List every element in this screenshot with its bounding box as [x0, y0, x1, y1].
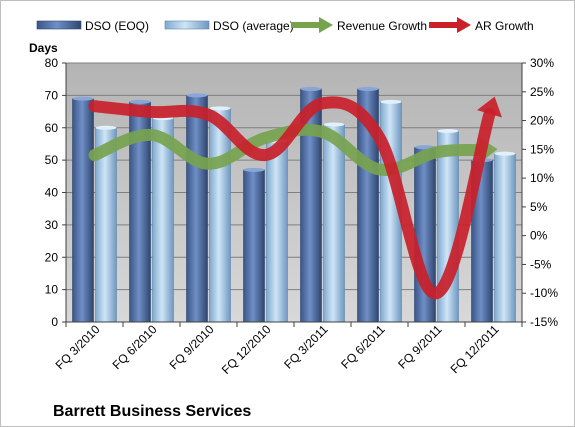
legend-arrowhead-revenue-growth: [319, 17, 333, 33]
x-tick-label: FQ 6/2010: [110, 322, 160, 372]
bar-cap: [300, 86, 322, 91]
bar-cap: [243, 167, 265, 172]
y2-tick-label: 25%: [530, 85, 554, 99]
bar-cap: [209, 106, 231, 111]
y2-tick-label: 0%: [530, 229, 548, 243]
y-tick-label: 30: [45, 218, 59, 232]
legend-label-dso-average: DSO (average): [213, 19, 294, 33]
bar-cap: [437, 128, 459, 133]
y2-tick-label: -15%: [530, 315, 558, 329]
legend-item-ar-growth: AR Growth: [429, 17, 534, 33]
x-tick-label: FQ 6/2011: [338, 322, 388, 372]
legend-label-revenue-growth: Revenue Growth: [337, 19, 427, 33]
bar-cap: [357, 86, 379, 91]
y-tick-label: 80: [45, 56, 59, 70]
x-tick-label: FQ 9/2011: [395, 322, 445, 372]
x-axis-ticks: FQ 3/2010 FQ 6/2010 FQ 9/2010 FQ 12/2010 FQ …: [53, 322, 523, 377]
bar-dso-eoq: [186, 95, 208, 323]
y-tick-label: 10: [45, 283, 59, 297]
bar-cap: [494, 151, 516, 156]
y-tick-label: 0: [51, 315, 58, 329]
x-tick-label: FQ 3/2010: [53, 322, 103, 372]
y2-tick-label: 15%: [530, 142, 554, 156]
bar-dso-average: [209, 108, 231, 323]
y2-tick-label: 30%: [530, 56, 554, 70]
y-tick-label: 50: [45, 153, 59, 167]
y-axis-title: Days: [29, 41, 58, 55]
y-tick-label: 40: [45, 186, 59, 200]
y2-tick-label: 5%: [530, 200, 548, 214]
y-tick-label: 20: [45, 250, 59, 264]
bar-dso-average: [323, 124, 345, 323]
x-tick-label: FQ 9/2010: [167, 322, 217, 372]
y2-tick-label: 10%: [530, 171, 554, 185]
legend-swatch-dso-eoq: [36, 20, 82, 30]
legend-arrowhead-ar-growth: [457, 17, 471, 33]
x-tick-label: FQ 12/2011: [448, 322, 502, 376]
y2-tick-label: -10%: [530, 286, 558, 300]
y-axis-left-ticks: 0 10 20 30 40 50 60 70 80: [45, 56, 66, 329]
bar-cap: [129, 99, 151, 104]
chart-title: Barrett Business Services: [53, 403, 251, 420]
bar-dso-average: [494, 153, 516, 323]
legend-item-dso-eoq: DSO (EOQ): [36, 19, 149, 33]
bar-dso-eoq: [243, 169, 265, 323]
y2-tick-label: 20%: [530, 114, 554, 128]
y2-tick-label: -5%: [530, 257, 552, 271]
y-tick-label: 60: [45, 121, 59, 135]
legend-label-ar-growth: AR Growth: [475, 19, 534, 33]
bar-dso-eoq: [72, 98, 94, 323]
bar-cap: [380, 99, 402, 104]
legend-swatch-dso-average: [164, 20, 210, 30]
arrowhead-ar-growth: [477, 96, 502, 118]
legend-label-dso-eoq: DSO (EOQ): [85, 19, 149, 33]
x-tick-label: FQ 3/2011: [281, 322, 331, 372]
bar-cap: [95, 125, 117, 130]
legend-item-revenue-growth: Revenue Growth: [291, 17, 427, 33]
bar-cap: [186, 93, 208, 98]
bar-cap: [72, 96, 94, 101]
bar-dso-average: [266, 140, 288, 323]
bar-cap: [323, 122, 345, 127]
y-tick-label: 70: [45, 88, 59, 102]
legend: DSO (EOQ) DSO (average) Revenue Growth A…: [36, 17, 534, 33]
x-tick-label: FQ 12/2010: [219, 322, 274, 377]
growth-lines: [88, 96, 502, 300]
line-ar-growth: [88, 96, 496, 300]
y-axis-right-ticks: -15% -10% -5% 0% 5% 10% 15% 20% 25% 30%: [522, 56, 558, 329]
bars: [72, 86, 516, 323]
legend-item-dso-average: DSO (average): [164, 19, 294, 33]
